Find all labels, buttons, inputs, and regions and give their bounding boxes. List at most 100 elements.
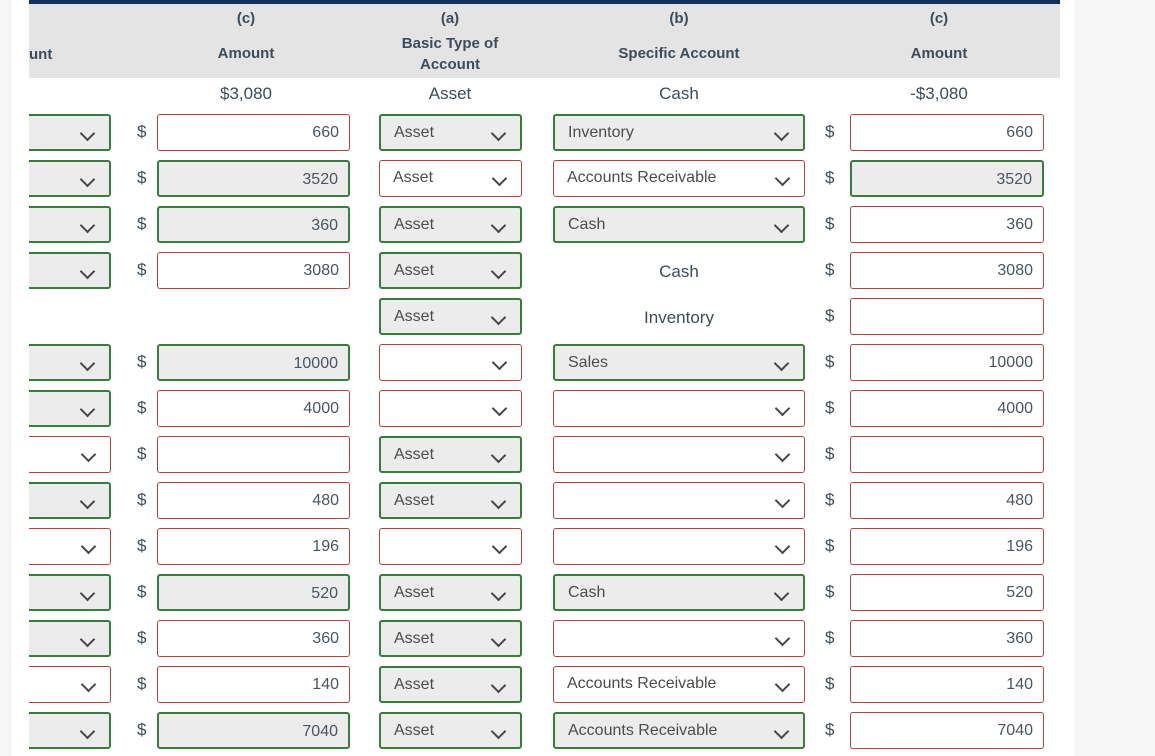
- specific-account-select[interactable]: [553, 436, 805, 473]
- basic-type-select[interactable]: Asset: [379, 574, 522, 611]
- right-amount-input[interactable]: 520: [850, 574, 1044, 611]
- specific-account-select[interactable]: Cash: [553, 206, 805, 243]
- right-amount-input[interactable]: 660: [850, 114, 1044, 151]
- dollar-sign: $: [137, 352, 147, 371]
- chevron-down-icon: [774, 170, 791, 187]
- column-header: (b) Specific Account: [553, 4, 805, 78]
- basic-type-select[interactable]: Asset: [379, 298, 522, 335]
- left-account-select-clipped[interactable]: [29, 114, 111, 151]
- left-amount-input[interactable]: 4000: [157, 390, 350, 427]
- left-amount-input[interactable]: 196: [157, 528, 350, 565]
- basic-type-select[interactable]: [379, 344, 522, 381]
- table-header: unt (c) Amount (a) Basic Type of Account (b) S…: [29, 4, 1060, 78]
- basic-type-select[interactable]: Asset: [379, 252, 522, 289]
- left-account-select-box[interactable]: [29, 252, 111, 289]
- dollar-sign: $: [137, 214, 147, 233]
- left-amount-input[interactable]: 10000: [157, 344, 350, 381]
- column-header: (a) Basic Type of Account: [370, 4, 530, 78]
- left-account-select-clipped[interactable]: [29, 574, 111, 611]
- table-row: $ Asset $: [29, 434, 1060, 480]
- chevron-down-icon: [490, 309, 507, 326]
- right-amount-input[interactable]: 10000: [850, 344, 1044, 381]
- chevron-down-icon: [79, 171, 96, 188]
- left-amount-input[interactable]: 520: [157, 574, 350, 611]
- column-tag: (c): [929, 10, 949, 27]
- basic-type-select[interactable]: Asset: [379, 620, 522, 657]
- chevron-down-icon: [490, 493, 507, 510]
- specific-account-select[interactable]: Accounts Receivable: [553, 666, 805, 703]
- chevron-down-icon: [774, 538, 791, 555]
- right-amount-input[interactable]: 360: [850, 206, 1044, 243]
- right-amount-input[interactable]: 360: [850, 620, 1044, 657]
- left-account-select-clipped[interactable]: [29, 712, 111, 749]
- left-amount-input[interactable]: 480: [157, 482, 350, 519]
- left-account-select-clipped[interactable]: [29, 206, 111, 243]
- left-amount-input[interactable]: 660: [157, 114, 350, 151]
- left-amount-input[interactable]: 3520: [157, 160, 350, 197]
- chevron-down-icon: [773, 585, 790, 602]
- left-account-select-box[interactable]: [29, 574, 111, 611]
- left-account-select-box[interactable]: [29, 160, 111, 197]
- chevron-down-icon: [491, 170, 508, 187]
- basic-type-select[interactable]: Asset: [379, 666, 522, 703]
- right-amount-input[interactable]: 7040: [850, 712, 1044, 749]
- chevron-down-icon: [79, 263, 96, 280]
- left-account-select-box[interactable]: [29, 482, 111, 519]
- left-amount-input[interactable]: 360: [157, 620, 350, 657]
- basic-type-select[interactable]: Asset: [379, 712, 522, 749]
- right-amount-input[interactable]: 3520: [850, 160, 1044, 197]
- left-amount-input[interactable]: [157, 436, 350, 473]
- left-account-select-box[interactable]: [29, 114, 111, 151]
- left-amount-input[interactable]: 3080: [157, 252, 350, 289]
- left-account-select-clipped[interactable]: [29, 528, 111, 565]
- specific-account-select[interactable]: Accounts Receivable: [553, 160, 805, 197]
- basic-type-select[interactable]: [379, 390, 522, 427]
- right-amount-input[interactable]: 480: [850, 482, 1044, 519]
- basic-type-select[interactable]: Asset: [379, 114, 522, 151]
- right-amount-input[interactable]: 196: [850, 528, 1044, 565]
- left-amount-input[interactable]: 360: [157, 206, 350, 243]
- left-account-select-box[interactable]: [29, 528, 111, 565]
- left-account-select-box[interactable]: [29, 206, 111, 243]
- right-amount-input[interactable]: [850, 436, 1044, 473]
- specific-account-select[interactable]: Inventory: [553, 114, 805, 151]
- specific-account-select[interactable]: Sales: [553, 344, 805, 381]
- basic-type-select[interactable]: Asset: [379, 482, 522, 519]
- left-account-select-box[interactable]: [29, 390, 111, 427]
- basic-type-select[interactable]: Asset: [379, 206, 522, 243]
- left-account-select-clipped[interactable]: [29, 482, 111, 519]
- specific-account-select[interactable]: [553, 528, 805, 565]
- table-row: $ 7040 Asset Accounts Receivable $ 7040: [29, 710, 1060, 756]
- specific-account-select[interactable]: [553, 390, 805, 427]
- left-account-select-box[interactable]: [29, 436, 111, 473]
- left-account-select-clipped[interactable]: [29, 344, 111, 381]
- right-amount-input[interactable]: 4000: [850, 390, 1044, 427]
- left-account-select-box[interactable]: [29, 620, 111, 657]
- specific-account-select[interactable]: [553, 482, 805, 519]
- specific-account-select[interactable]: [553, 620, 805, 657]
- basic-type-select[interactable]: [379, 528, 522, 565]
- left-account-select-clipped[interactable]: [29, 390, 111, 427]
- specific-account-select[interactable]: Cash: [553, 574, 805, 611]
- specific-account-select[interactable]: Accounts Receivable: [553, 712, 805, 749]
- left-amount-input[interactable]: 140: [157, 666, 350, 703]
- right-amount-input[interactable]: [850, 298, 1044, 335]
- left-account-select-clipped[interactable]: [29, 436, 111, 473]
- left-account-select-clipped[interactable]: [29, 666, 111, 703]
- left-account-select-clipped[interactable]: [29, 252, 111, 289]
- left-account-select-box[interactable]: [29, 712, 111, 749]
- left-account-select-clipped[interactable]: [29, 160, 111, 197]
- left-account-select-box[interactable]: [29, 344, 111, 381]
- dollar-sign: $: [825, 536, 835, 555]
- chevron-down-icon: [490, 447, 507, 464]
- right-amount-input[interactable]: 140: [850, 666, 1044, 703]
- basic-type-select[interactable]: Asset: [379, 160, 522, 197]
- basic-type-select[interactable]: Asset: [379, 436, 522, 473]
- left-account-select-box[interactable]: [29, 666, 111, 703]
- summary-value: -$3,080: [910, 84, 968, 103]
- chevron-down-icon: [79, 355, 96, 372]
- dollar-sign: $: [137, 168, 147, 187]
- right-amount-input[interactable]: 3080: [850, 252, 1044, 289]
- left-amount-input[interactable]: 7040: [157, 712, 350, 749]
- left-account-select-clipped[interactable]: [29, 620, 111, 657]
